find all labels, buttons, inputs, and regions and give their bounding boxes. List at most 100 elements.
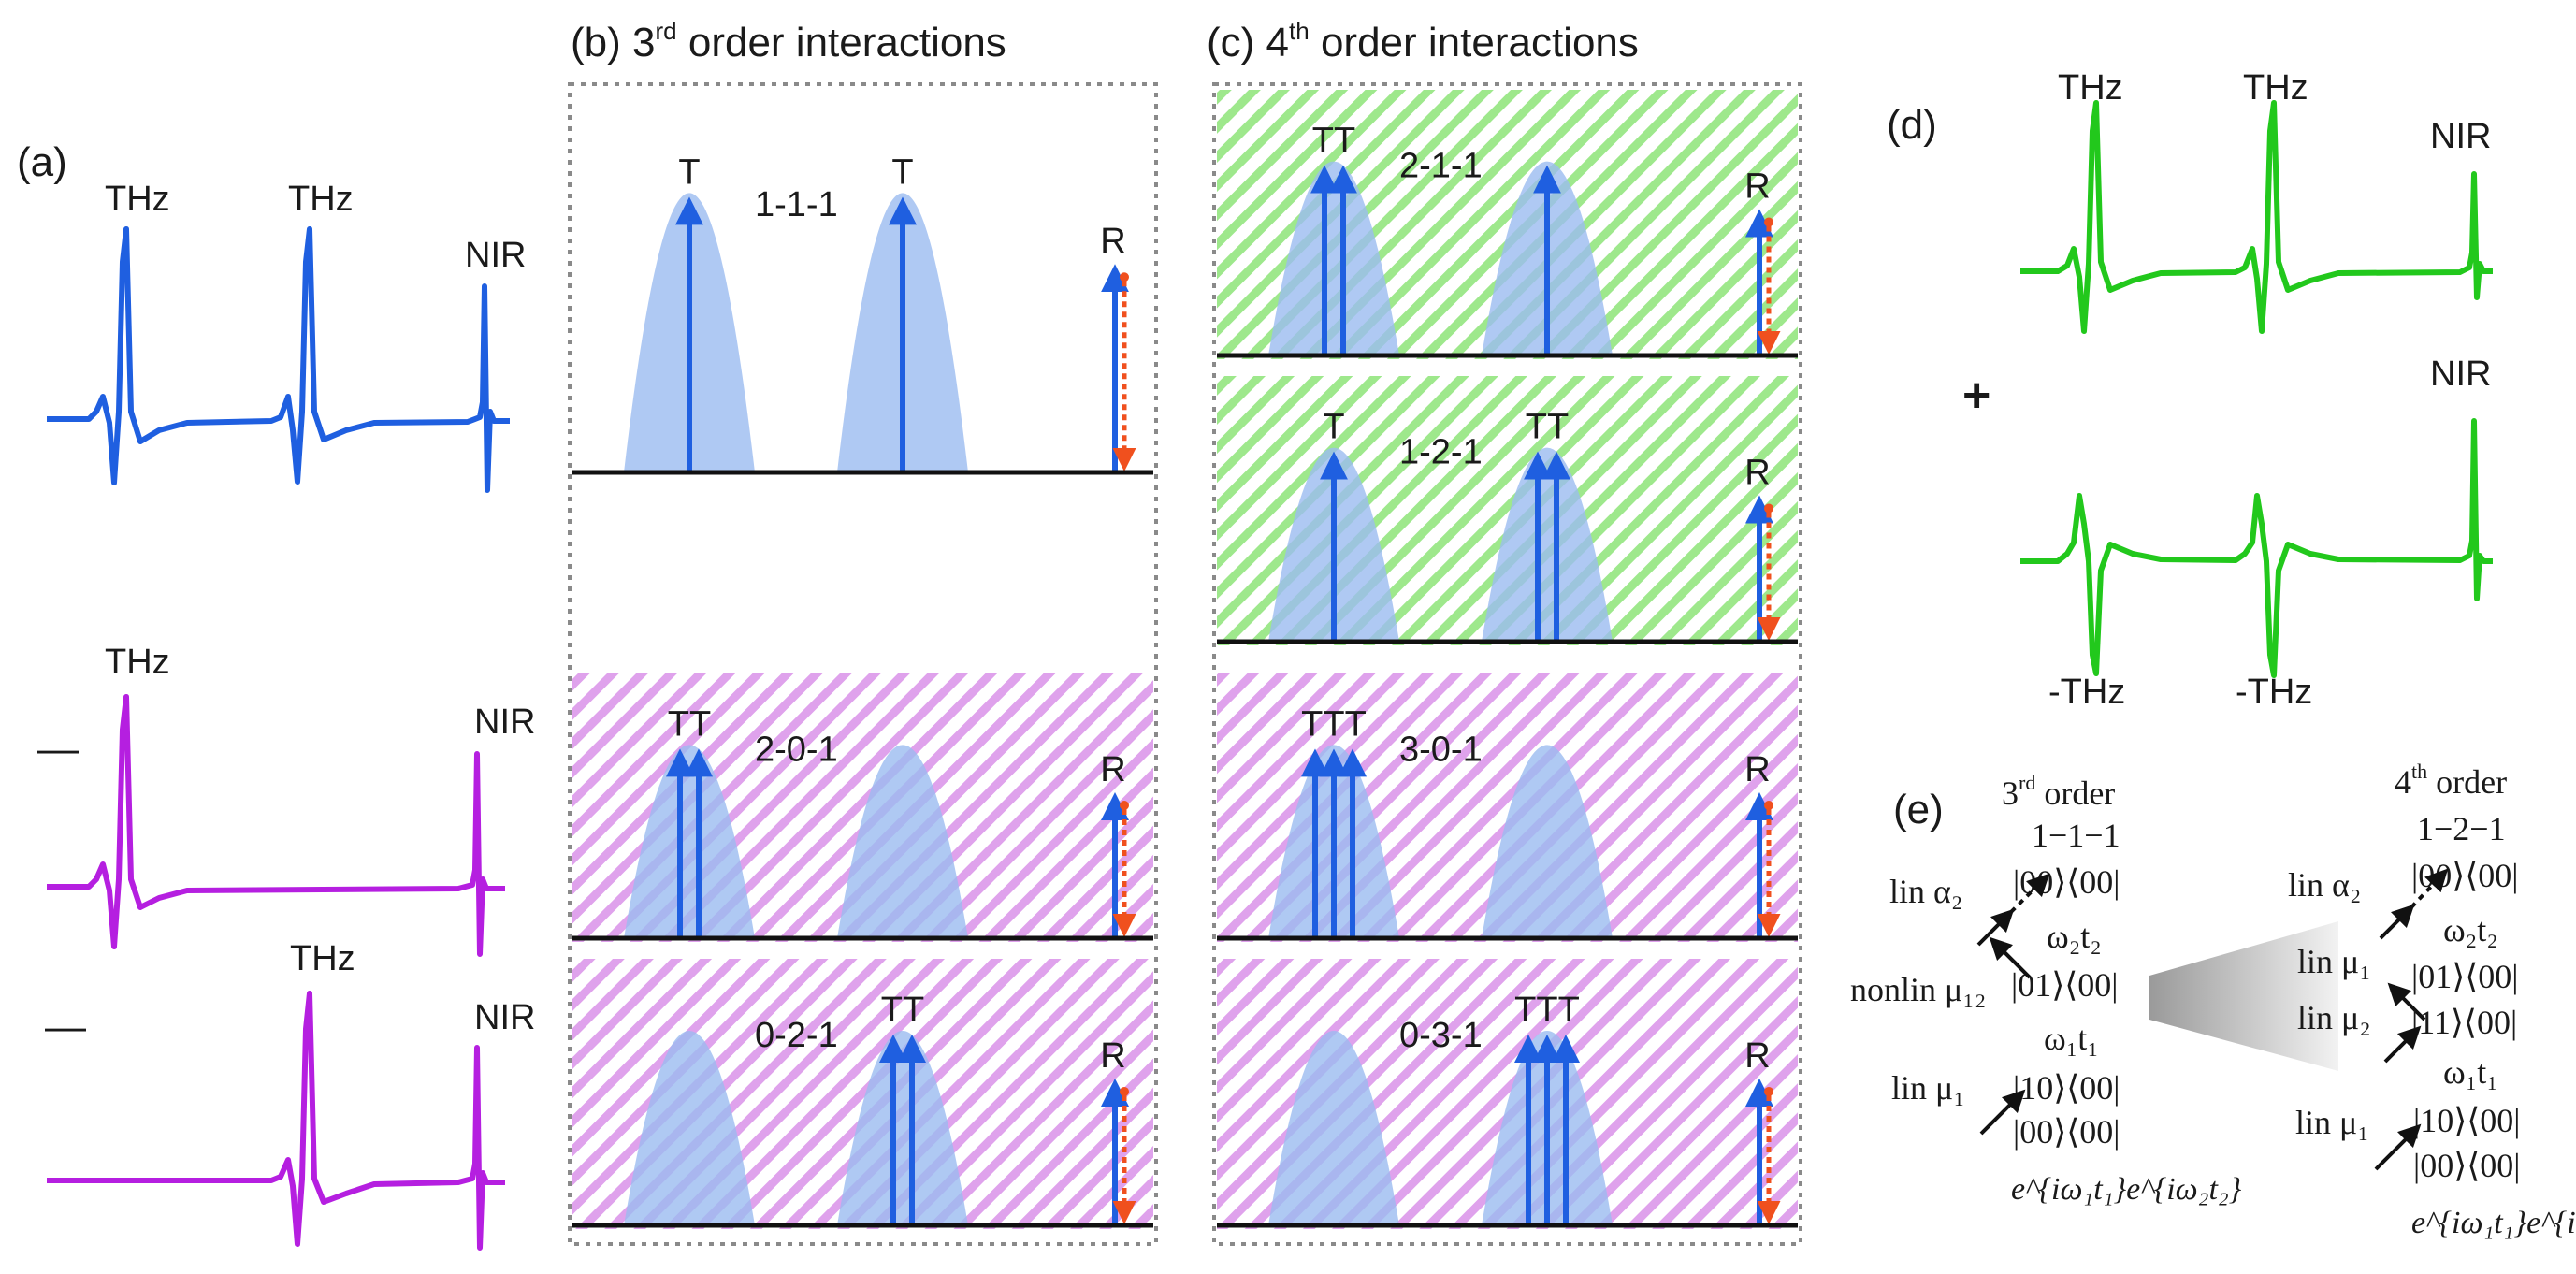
panel-e-label: (e) [1893, 787, 1944, 832]
pathway-code: 0-3-1 [1399, 1016, 1483, 1055]
panel-b-frame [568, 82, 1158, 1246]
phase-factor: e^{iω₁t₁}e^{iω₂t₂} [2011, 1172, 2242, 1207]
evolution-2: ω₂t₂ [2443, 911, 2498, 948]
evolution-2: ω₂t₂ [2047, 918, 2102, 955]
readout-label: R [1744, 1036, 1770, 1076]
thz-label-1: THz [2058, 68, 2123, 108]
emission-dot [1120, 1086, 1129, 1096]
pathway-code: 1-1-1 [755, 185, 838, 224]
panel-b-title: (b) 3rd order interactions [571, 17, 1006, 65]
emission-dot [1764, 503, 1773, 514]
nir-label: NIR [2430, 355, 2491, 394]
step-label-lin-mu1: lin μ₁ [2297, 943, 2371, 980]
interaction-subpanel: TT R 0-2-1 [572, 959, 1153, 1229]
interaction-label: T [678, 152, 700, 192]
thz-pulse-envelope [837, 745, 968, 938]
minus-sign: — [45, 1004, 86, 1050]
interaction-subpanel: T T R 1-1-1 [572, 152, 1153, 475]
readout-label: R [1744, 166, 1770, 206]
pathway-code: 2-0-1 [755, 730, 838, 769]
pathway-code: 1−2−1 [2417, 810, 2506, 847]
order-heading: 3rd order [2002, 771, 2115, 812]
plus-sign: + [1962, 369, 1990, 423]
step-arrow [1976, 908, 2015, 947]
neg-thz-label-1: -THz [2048, 673, 2125, 712]
interaction-subpanel: TT R 2-1-1 [1217, 90, 1798, 359]
readout-label: R [1744, 453, 1770, 492]
emission-dot [1120, 801, 1129, 811]
pathway-code: 2-1-1 [1399, 147, 1483, 186]
thz-label: THz [290, 939, 355, 978]
panel-b: (b) 3rd order interactions T T R 1-1-1 TT R 2-… [568, 17, 1158, 1246]
nir-label: NIR [474, 998, 535, 1037]
emission-dot [1764, 801, 1773, 811]
step-arrow [2379, 904, 2415, 940]
interaction-subpanel: TTT R 3-0-1 [1217, 673, 1798, 942]
thz-label-1: THz [105, 180, 170, 219]
panel-a-label: (a) [17, 139, 67, 185]
order-heading: 4th order [2395, 760, 2507, 801]
readout-label: R [1100, 1036, 1125, 1076]
interaction-subpanel: TTT R 0-3-1 [1217, 959, 1798, 1229]
step-arrow [1979, 1089, 2026, 1136]
interaction-label: TT [1312, 122, 1355, 161]
panel-a-row-3: — THz NIR [45, 939, 535, 1251]
interaction-label: T [1323, 408, 1344, 447]
step-arrow [2387, 982, 2426, 1021]
pathway-code: 1-2-1 [1399, 433, 1483, 472]
neg-thz-label-2: -THz [2236, 673, 2312, 712]
step-arrow-dashed [2009, 873, 2050, 914]
emission-dot [1764, 217, 1773, 227]
interaction-label: TT [881, 991, 924, 1030]
nir-label: NIR [465, 236, 526, 275]
step-label-lin-alpha2: lin α₂ [2288, 866, 2361, 904]
pathway-code: 3-0-1 [1399, 730, 1483, 769]
step-label-lin-mu2: lin μ₂ [2297, 999, 2371, 1036]
emission-dot [1764, 1086, 1773, 1096]
step-arrow [2383, 1025, 2422, 1064]
state-mid: |01⟩⟨00| [2011, 966, 2119, 1004]
interaction-label: TT [1526, 408, 1569, 447]
panel-c-frame [1212, 82, 1802, 1246]
thz-label-2: THz [288, 180, 354, 219]
state-ground: |00⟩⟨00| [2013, 1113, 2120, 1151]
panel-a: (a) THz THz NIR — THz NIR — THz NIR [17, 139, 535, 1251]
nir-label: NIR [2430, 117, 2491, 156]
step-label-lin-mu1: lin μ₁ [2295, 1104, 2369, 1141]
state-b: |11⟩⟨00| [2411, 1004, 2517, 1041]
thz-pulse-envelope [1482, 447, 1613, 642]
state-ground: |00⟩⟨00| [2413, 1147, 2521, 1184]
interaction-label: TT [668, 704, 711, 744]
panel-e: (e) 3rd order 1−1−1 |00⟩⟨00| lin α₂ ω₂t₂… [1850, 760, 2576, 1240]
thz-label-2: THz [2243, 68, 2308, 108]
readout-label: R [1100, 750, 1125, 789]
waveform-thz-thz-nir [2020, 100, 2493, 334]
step-label-lin-alpha2: lin α₂ [1889, 873, 1962, 910]
thz-pulse-envelope [1268, 1030, 1399, 1225]
nir-label: NIR [474, 702, 535, 742]
step-arrow-dashed [2410, 868, 2449, 909]
step-arrow [1989, 936, 2032, 979]
emission-dot [1120, 272, 1129, 282]
thz-pulse-envelope [837, 1030, 968, 1225]
connector-fan [2149, 921, 2338, 1071]
waveform-thz-nir [47, 991, 505, 1251]
pathway-3rd-order: 3rd order 1−1−1 |00⟩⟨00| lin α₂ ω₂t₂ |01… [1850, 771, 2242, 1207]
readout-label: R [1100, 222, 1125, 261]
panel-c-title: (c) 4th order interactions [1207, 17, 1639, 65]
evolution-1: ω₁t₁ [2443, 1053, 2498, 1091]
panel-a-row-1: THz THz NIR [47, 180, 526, 493]
phase-factor: e^{iω₁t₁}e^{iω₂t₂} [2411, 1206, 2576, 1240]
waveform-thz-nir [47, 694, 505, 957]
thz-pulse-envelope [1268, 161, 1399, 355]
waveform-negthz-negthz-nir [2020, 418, 2493, 678]
pathway-4th-order: 4th order 1−2−1 |00⟩⟨00| lin α₂ ω₂t₂ |01… [2288, 760, 2576, 1240]
thz-pulse-envelope [624, 745, 755, 938]
interaction-label: TTT [1301, 704, 1367, 744]
state-low: |10⟩⟨00| [2013, 1069, 2120, 1107]
